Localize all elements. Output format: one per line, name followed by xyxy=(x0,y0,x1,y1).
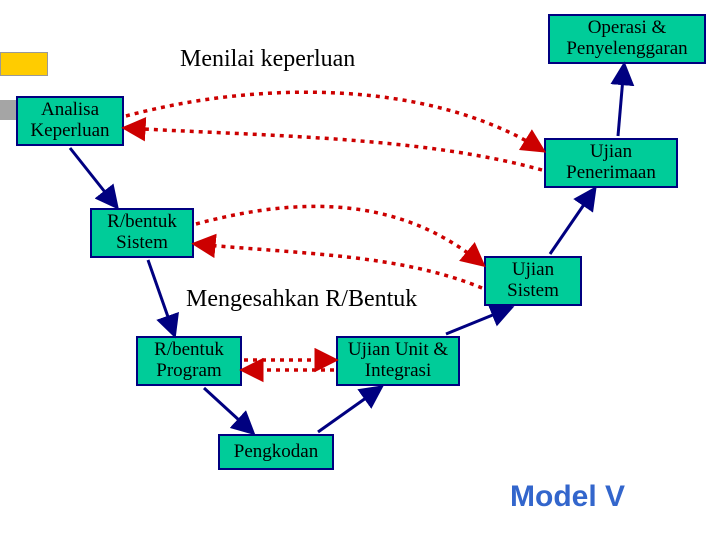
node-label: UjianSistem xyxy=(507,260,559,302)
node-rbprogram: R/bentukProgram xyxy=(136,336,242,386)
node-operasi: Operasi &Penyelenggaran xyxy=(548,14,706,64)
node-label: R/bentukSistem xyxy=(107,212,177,254)
node-label: UjianPenerimaan xyxy=(566,142,656,184)
slide-deco-yellow xyxy=(0,52,48,76)
node-pengkodan: Pengkodan xyxy=(218,434,334,470)
heading-mengesahkan: Mengesahkan R/Bentuk xyxy=(186,286,417,313)
node-ujisistem: UjianSistem xyxy=(484,256,582,306)
node-ujipenerimaan: UjianPenerimaan xyxy=(544,138,678,188)
node-label: Pengkodan xyxy=(234,442,318,463)
node-label: Operasi &Penyelenggaran xyxy=(566,18,687,60)
node-label: R/bentukProgram xyxy=(154,340,224,382)
diagram-title: Model V xyxy=(510,480,625,514)
node-ujiunit: Ujian Unit &Integrasi xyxy=(336,336,460,386)
node-rbsistem: R/bentukSistem xyxy=(90,208,194,258)
node-analisa: AnalisaKeperluan xyxy=(16,96,124,146)
arrows-layer xyxy=(0,0,720,540)
heading-menilai: Menilai keperluan xyxy=(180,46,355,73)
node-label: Ujian Unit &Integrasi xyxy=(348,340,448,382)
node-label: AnalisaKeperluan xyxy=(30,100,109,142)
